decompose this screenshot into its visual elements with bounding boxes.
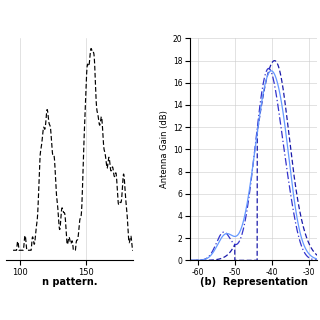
Text: (b)  Representation: (b) Representation	[199, 277, 308, 287]
Text: n pattern.: n pattern.	[42, 277, 98, 287]
Y-axis label: Antenna Gain (dB): Antenna Gain (dB)	[160, 110, 169, 188]
